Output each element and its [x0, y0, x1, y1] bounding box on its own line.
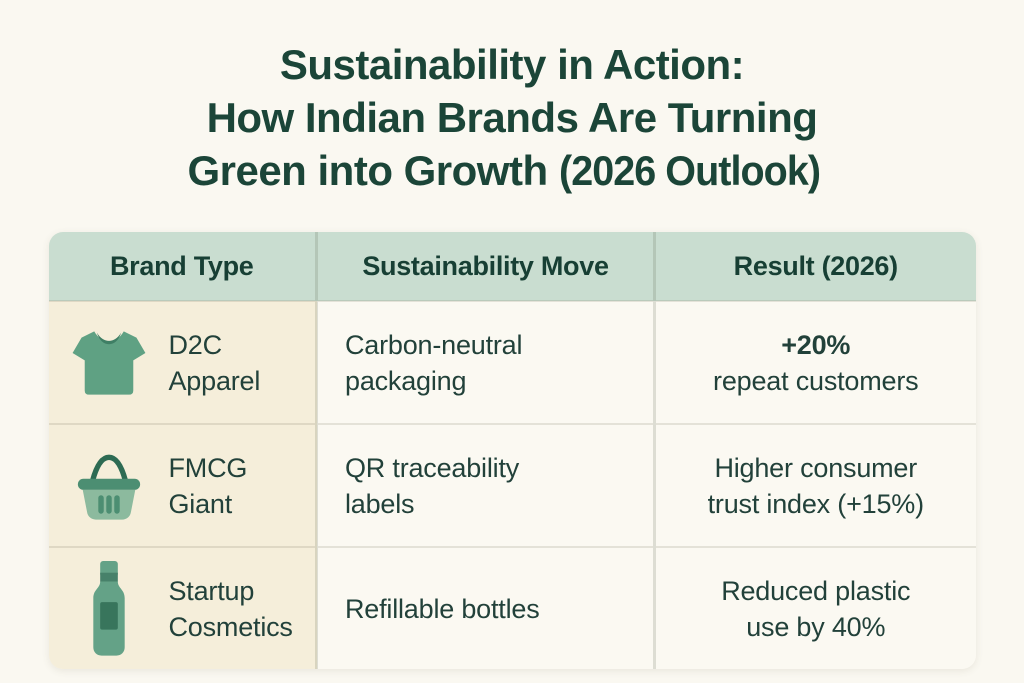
header-brand-type: Brand Type: [48, 232, 318, 301]
page-title-outlook-suffix: (2026 Outlook): [558, 147, 821, 194]
table-row: D2C Apparel Carbon-neutral packaging +20…: [48, 300, 976, 424]
header-row: Brand Type Sustainability Move Result (2…: [48, 232, 976, 301]
page-title-line-3: Green into Growth (2026 Outlook): [0, 144, 1024, 197]
page-title: Sustainability in Action: How Indian Bra…: [0, 0, 1024, 197]
sustainability-move-text: Refillable bottles: [345, 593, 540, 624]
sustainability-table: Brand Type Sustainability Move Result (2…: [48, 232, 976, 669]
brand-type-cell: D2C Apparel: [48, 300, 318, 424]
bottle-icon: [63, 559, 155, 659]
header-result-2026: Result (2026): [654, 232, 976, 301]
header-sustainability-move: Sustainability Move: [316, 232, 656, 301]
page-title-line-2: How Indian Brands Are Turning: [206, 94, 818, 141]
table-row: FMCG Giant QR traceability labels Higher…: [48, 423, 976, 547]
sustainability-move-cell: Refillable bottles: [316, 546, 656, 669]
table-row: Startup Cosmetics Refillable bottles Red…: [48, 546, 976, 669]
sustainability-move-cell: QR traceability labels: [316, 423, 656, 547]
basket-icon: [63, 450, 155, 522]
brand-type-label: Startup Cosmetics: [168, 575, 293, 642]
sustainability-move-text: Carbon-neutral packaging: [345, 329, 523, 396]
brand-type-cell: FMCG Giant: [48, 423, 318, 547]
page-title-line-3-main: Green into Growth: [187, 147, 559, 194]
result-text: repeat customers: [713, 365, 919, 396]
result-cell: Higher consumer trust index (+15%): [654, 423, 976, 547]
brand-cell-content: Startup Cosmetics: [63, 559, 308, 659]
brand-cell-content: D2C Apparel: [63, 325, 308, 401]
brand-type-cell: Startup Cosmetics: [48, 546, 318, 669]
page-title-line-1: Sustainability in Action:: [279, 41, 745, 88]
result-cell: +20% repeat customers: [654, 300, 976, 424]
sustainability-move-cell: Carbon-neutral packaging: [316, 300, 656, 424]
result-text: Higher consumer trust index (+15%): [707, 452, 924, 519]
brand-cell-content: FMCG Giant: [63, 450, 308, 522]
brand-type-label: FMCG Giant: [168, 452, 248, 519]
tshirt-icon: [63, 325, 155, 401]
result-cell: Reduced plastic use by 40%: [654, 546, 976, 669]
sustainability-move-text: QR traceability labels: [345, 452, 520, 519]
brand-type-label: D2C Apparel: [168, 329, 261, 396]
result-text: Reduced plastic use by 40%: [721, 575, 911, 642]
table-body: D2C Apparel Carbon-neutral packaging +20…: [48, 300, 976, 669]
brands-table: Brand Type Sustainability Move Result (2…: [48, 232, 976, 669]
result-highlight: +20%: [781, 329, 851, 360]
table-header: Brand Type Sustainability Move Result (2…: [48, 232, 976, 301]
